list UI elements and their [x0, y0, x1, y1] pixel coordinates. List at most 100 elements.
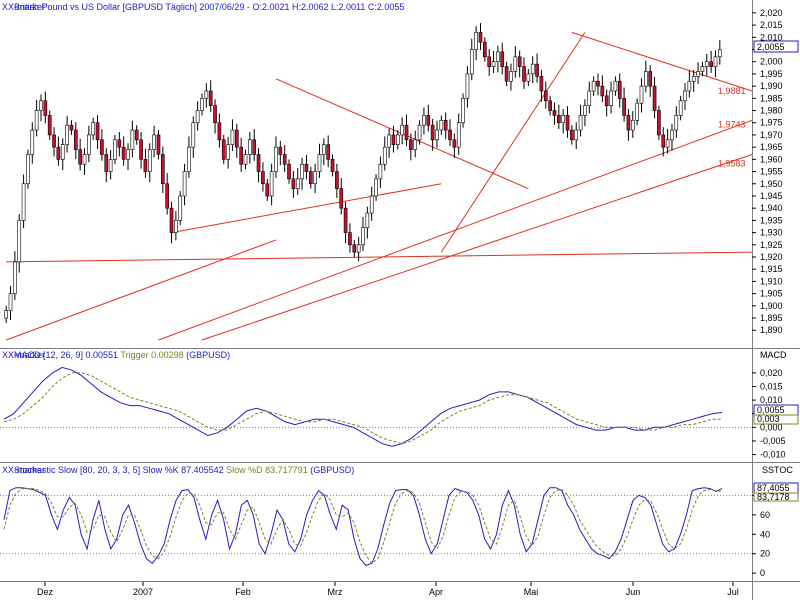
price-y-tick-label: 1,965 [760, 142, 783, 152]
candle-body [617, 80, 622, 99]
candle-body [574, 129, 579, 141]
macd-last-label: 0,0055 [757, 405, 785, 415]
candle-body [60, 144, 65, 160]
candle-body [552, 110, 557, 116]
candle-body [718, 49, 722, 58]
candle-body [78, 149, 82, 165]
candle-body [369, 195, 374, 214]
macd-header: MACD [12, 26, 9] 0.00551 Trigger 0.00298… [14, 350, 230, 360]
candle-body [435, 129, 439, 141]
trendline [440, 32, 586, 253]
candle-body [561, 115, 565, 124]
candle-body [483, 41, 487, 58]
price-y-tick-label: 1,940 [760, 203, 783, 213]
trendline [201, 153, 753, 341]
candle-body [452, 139, 457, 148]
candle-body [322, 144, 326, 155]
candle-body [509, 71, 513, 82]
macd-panel [0, 349, 752, 462]
price-y-tick-label: 2,015 [760, 20, 783, 30]
candle-body [683, 90, 687, 102]
candle-body [213, 105, 217, 124]
price-y-tick-label: 1,905 [760, 289, 783, 299]
macd-header-trigger: Trigger 0.00298 [120, 350, 183, 360]
candle-body [282, 154, 287, 165]
candle-body [221, 139, 226, 160]
candle-body [474, 32, 478, 50]
candle-body [152, 134, 156, 150]
candle-body [652, 85, 657, 111]
price-y-tick-label: 1,915 [760, 264, 783, 274]
stoch-header-symbol: (GBPUSD) [308, 465, 355, 475]
candle-body [269, 171, 274, 197]
candle-body [4, 310, 8, 319]
candle-body [87, 134, 91, 155]
x-tick-label: Mai [524, 587, 539, 597]
candle-body [43, 100, 48, 116]
candle-body [583, 105, 587, 116]
candle-body [409, 139, 413, 150]
candle-body [300, 163, 304, 180]
candle-body [374, 178, 378, 197]
candle-body [52, 134, 56, 148]
candle-body [674, 115, 679, 131]
candle-body [34, 110, 39, 131]
candle-body [417, 124, 422, 141]
candle-body [69, 124, 74, 131]
trendline [6, 251, 753, 263]
price-y-tick-label: 1,970 [760, 130, 783, 140]
price-header-icon: XX-marker [2, 2, 45, 12]
candle-body [56, 146, 61, 160]
candle-body [65, 124, 69, 146]
candle-body [39, 100, 43, 111]
stoch-header-d: Slow %D 83.717791 [226, 465, 308, 475]
candle-body [713, 56, 718, 67]
candle-body [478, 32, 483, 43]
candle-body [278, 146, 283, 155]
candle-body [274, 146, 278, 172]
x-tick-label: Apr [429, 587, 443, 597]
candle-body [47, 115, 52, 136]
candle-body [382, 146, 387, 165]
candle-body [95, 122, 100, 141]
candle-body [208, 90, 213, 106]
trendline [171, 183, 442, 234]
candle-body [217, 122, 222, 141]
candle-body [570, 129, 574, 141]
candle-body [413, 139, 418, 150]
stoch-d-last-label: 83,7178 [757, 492, 790, 502]
price-y-tick-label: 1,955 [760, 167, 783, 177]
candle-body [204, 90, 209, 99]
candle-body [639, 85, 644, 104]
stoch-panel [0, 463, 752, 581]
candle-body [361, 227, 365, 246]
stoch-header-icon: XX-marker [2, 465, 45, 475]
candle-body [234, 129, 239, 148]
candle-body [8, 293, 13, 312]
candle-body [243, 154, 248, 165]
candle-body [174, 220, 178, 233]
candle-body [469, 49, 474, 75]
candle-body [200, 98, 204, 111]
candle-body [365, 212, 370, 229]
candle-body [230, 129, 235, 146]
price-y-tick-label: 1,925 [760, 240, 783, 250]
candle-body [426, 115, 431, 126]
trendline-value-label: 1,9881 [718, 86, 746, 96]
macd-y-tick-label: 0,010 [760, 395, 783, 405]
price-y-tick-label: 1,975 [760, 118, 783, 128]
candle-body [565, 115, 570, 131]
candle-body [335, 171, 339, 189]
candle-body [378, 163, 383, 180]
candle-body [343, 207, 348, 233]
stoch-k-last-label: 87,4055 [757, 483, 790, 493]
price-y-tick-label: 1,990 [760, 81, 783, 91]
stoch-header-k: Slow %K 87.405542 [143, 465, 227, 475]
candle-body [26, 154, 30, 185]
candle-body [465, 73, 470, 99]
price-y-tick-label: 1,890 [760, 325, 783, 335]
candle-body [348, 232, 352, 246]
candle-body [287, 163, 291, 180]
candle-body [700, 66, 705, 72]
stoch-axis-title: SSTOC [762, 465, 793, 475]
